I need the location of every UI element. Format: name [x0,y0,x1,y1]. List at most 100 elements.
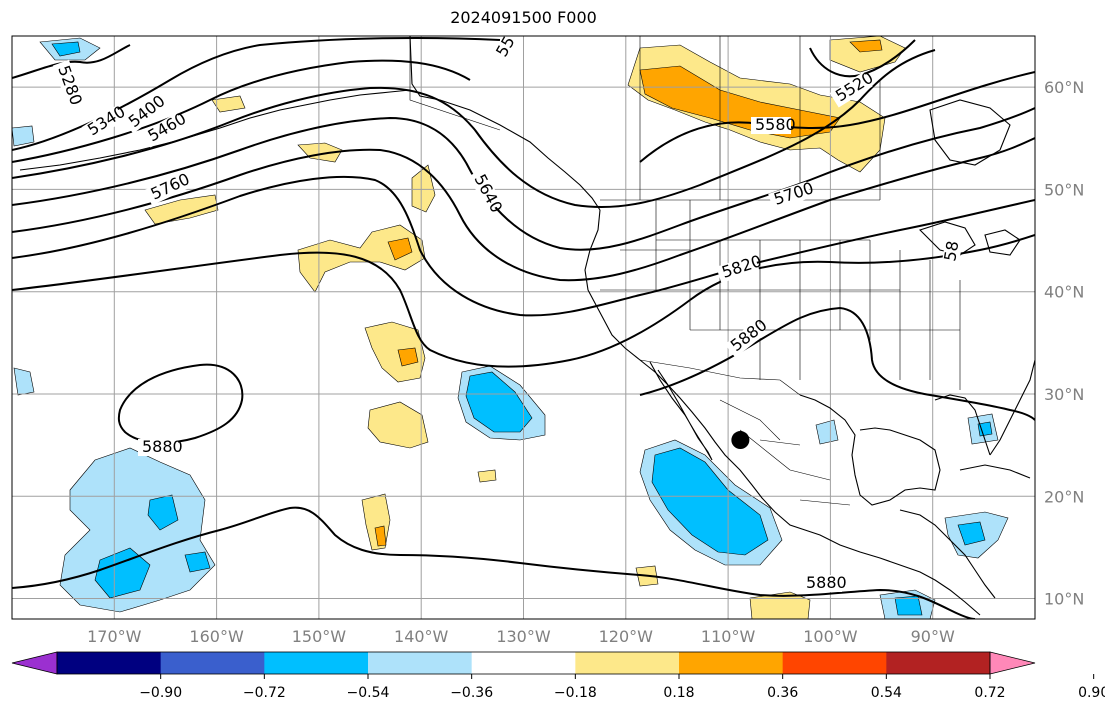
mexico-states [719,399,851,506]
longitude-label: 170°W [87,627,142,646]
mexico-negative-core [651,447,769,556]
contour-label-5880-closed-text: 5880 [142,437,183,456]
longitude-label: 140°W [394,627,449,646]
contour-5280 [12,44,131,79]
colorbar-tick-label: −0.72 [243,685,286,701]
canada-positive-north-core [849,39,883,53]
us-states [600,200,961,390]
colorbar-frame [56,651,991,675]
caribbean-negative-core [957,521,986,546]
contour-labels: 5280 5340 5400 5460 5520 5580 [52,36,962,592]
us-mexico-border [639,359,801,396]
longitude-label: 160°W [189,627,244,646]
colorbar-segment [575,652,680,674]
longitude-label: 110°W [701,627,756,646]
colorbar-tick-label: −0.36 [450,685,493,701]
colorbar-segment [471,652,576,674]
contour-5580 [639,71,1035,163]
contour-5700 [12,137,1035,282]
latitude-labels: 10°N 20°N 30°N 40°N 50°N 60°N [1044,78,1084,608]
alaska-peninsula [299,89,411,107]
canada-provinces [500,36,881,200]
longitude-label: 130°W [496,627,551,646]
nw-negative-core [51,41,81,57]
alaska-coast [409,36,601,211]
contour-5640 [12,107,1035,251]
hudson-bay [929,99,1011,166]
map-title: 2024091500 F000 [450,8,597,27]
map-frame [11,35,1036,620]
colorbar-tick-label: 0.72 [974,685,1005,701]
contour-5460 [12,49,936,208]
latitude-label: 30°N [1044,385,1084,404]
colorbar-segment [57,652,162,674]
north-america-west-coast [584,209,981,616]
colorbar-tick-label: −0.54 [347,685,390,701]
colorbar-segment [886,652,991,674]
colorbar-tick-label: −0.90 [139,685,182,701]
location-marker [731,431,750,450]
pacific-positive-11 [211,95,246,113]
west-pacific-negative-core [94,547,151,599]
contour-label-5880-south-text: 5880 [806,573,847,592]
cuba [959,464,1031,479]
contour-label-5580-text: 5580 [755,115,796,134]
great-lakes [918,221,1021,256]
pacific-negative-core [465,371,533,433]
contour-label-5880-south: 5880 [802,573,847,592]
longitude-label: 120°W [599,627,654,646]
latitude-label: 40°N [1044,283,1084,302]
gulf-of-mexico-coast [799,394,941,506]
contour-5880-south [12,506,976,619]
pacific-positive-2 [364,321,426,383]
contour-5400 [12,59,471,163]
latitude-label: 50°N [1044,180,1084,199]
contour-label-58-text: 58 [940,239,962,262]
west-pacific-negative-core-3 [184,551,211,573]
latitude-label: 10°N [1044,590,1084,609]
us-east-coast [989,359,1035,456]
alaska-canada-border [409,36,501,131]
gulf-negative-small [815,419,839,445]
colorbar-labels: −0.90 −0.72 −0.54 −0.36 −0.18 0.18 0.36 0.54 0.7… [139,685,1105,701]
pacific-positive-1-core [387,237,413,261]
pacific-positive-10 [477,469,497,483]
longitude-label: 100°W [803,627,858,646]
contour-label-5580: 5580 [751,115,796,134]
contour-5880-closed [117,363,244,444]
colorbar-tick-label: 0.90 [1078,685,1105,701]
height-contours [12,36,1035,619]
contour-5760 [12,175,1035,317]
colorbar-tick-label: 0.36 [767,685,798,701]
colorbar-tick-label: 0.18 [663,685,694,701]
pacific-positive-5-core [374,525,387,547]
colorbar-segment [160,652,265,674]
colorbar-segment [679,652,784,674]
coastlines [19,36,1035,616]
latitude-label: 20°N [1044,487,1084,506]
colorbar-extend-min [11,651,58,675]
colorbar-segment [264,652,369,674]
contour-label-5880-closed: 5880 [138,437,183,456]
colorbar-tick-label: −0.18 [554,685,597,701]
longitude-label: 150°W [292,627,347,646]
longitude-label: 90°W [911,627,955,646]
east-pacific-negative-small-core [894,595,923,616]
colorbar [11,651,1095,679]
longitude-labels: 170°W 160°W 150°W 140°W 130°W 120°W 110°W 100°W… [87,627,955,646]
contour-5820 [12,234,1035,368]
pacific-positive-4 [144,194,219,225]
colorbar-tick-label: 0.54 [871,685,902,701]
atlantic-negative-small-core [977,421,993,437]
hawaii-negative-small [13,367,35,396]
pacific-positive-6 [411,164,436,213]
colorbar-segment [368,652,473,674]
latitude-label: 60°N [1044,78,1084,97]
contour-label-58-partial: 58 [940,239,962,266]
baja-california [649,361,713,461]
nw-negative-small [12,125,35,147]
pacific-positive-3 [367,401,429,449]
colorbar-extend-max [989,651,1036,675]
florida-coast [934,394,991,456]
